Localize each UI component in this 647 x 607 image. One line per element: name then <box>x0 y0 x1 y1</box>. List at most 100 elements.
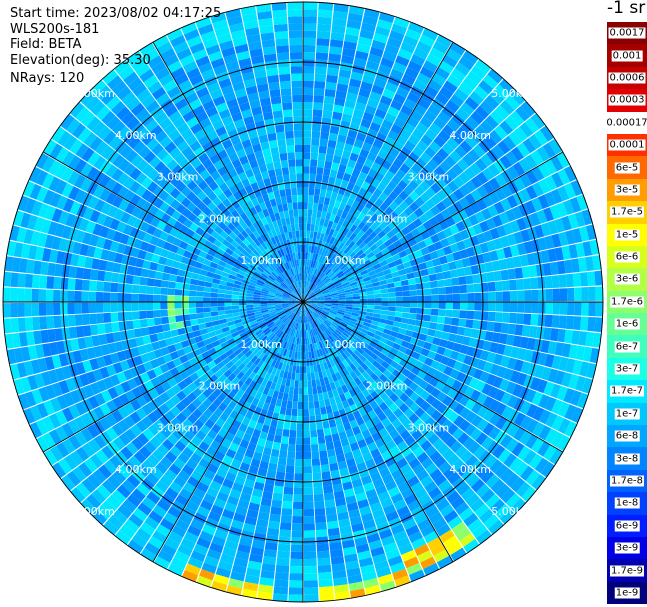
range-gate-cell <box>156 332 165 341</box>
range-gate-cell <box>285 309 292 315</box>
range-gate-cell <box>372 247 381 256</box>
range-gate-cell <box>247 129 258 139</box>
range-gate-cell <box>107 250 117 262</box>
range-gate-cell <box>334 248 341 256</box>
range-gate-cell <box>470 428 483 441</box>
range-gate-cell <box>264 542 278 551</box>
range-gate-cell <box>48 160 62 176</box>
range-gate-cell <box>316 342 321 350</box>
range-gate-cell <box>330 309 338 313</box>
range-gate-cell <box>309 304 317 309</box>
range-gate-cell <box>40 219 52 234</box>
range-gate-cell <box>493 270 502 282</box>
range-gate-cell <box>384 324 393 331</box>
range-gate-cell <box>232 312 241 317</box>
range-gate-cell <box>258 164 268 173</box>
range-gate-cell <box>384 43 400 55</box>
range-gate-cell <box>303 508 315 517</box>
range-gate-cell <box>221 438 232 449</box>
range-gate-cell <box>551 415 564 431</box>
range-gate-cell <box>318 9 333 18</box>
range-gate-cell <box>282 294 290 298</box>
range-gate-cell <box>291 245 295 254</box>
range-gate-cell <box>271 284 279 289</box>
range-gate-cell <box>81 302 89 314</box>
range-gate-cell <box>373 309 382 314</box>
range-gate-cell <box>361 371 370 380</box>
range-gate-cell <box>225 348 234 357</box>
range-gate-cell <box>190 470 203 482</box>
range-gate-cell <box>279 265 285 272</box>
range-gate-cell <box>314 269 320 277</box>
range-gate-cell <box>422 220 433 231</box>
range-gate-cell <box>280 160 289 168</box>
range-gate-cell <box>246 152 257 162</box>
range-gate-cell <box>183 531 199 544</box>
range-gate-cell <box>322 420 330 429</box>
range-gate-cell <box>336 313 344 318</box>
range-gate-cell <box>206 326 215 333</box>
range-gate-cell <box>246 34 261 44</box>
range-gate-cell <box>295 252 299 260</box>
range-gate-cell <box>204 175 215 186</box>
range-gate-cell <box>330 263 337 270</box>
range-gate-cell <box>388 164 400 175</box>
range-gate-cell <box>369 400 379 410</box>
range-gate-cell <box>254 311 262 315</box>
range-gate-cell <box>323 427 332 436</box>
range-gate-cell <box>492 376 504 389</box>
range-gate-cell <box>156 499 171 512</box>
range-gate-cell <box>374 251 384 259</box>
range-gate-cell <box>485 493 500 509</box>
range-gate-cell <box>473 283 482 293</box>
range-gate-cell <box>254 391 263 400</box>
range-gate-cell <box>49 445 64 462</box>
range-gate-cell <box>303 152 311 160</box>
range-gate-cell <box>303 523 315 531</box>
range-gate-cell <box>269 289 277 294</box>
range-gate-cell <box>294 380 299 388</box>
range-gate-cell <box>323 321 330 328</box>
range-gate-cell <box>400 279 409 286</box>
range-gate-cell <box>199 373 209 383</box>
range-gate-cell <box>467 302 475 311</box>
range-gate-cell <box>53 276 62 290</box>
range-gate-cell <box>414 543 430 557</box>
range-gate-cell <box>272 327 280 334</box>
range-gate-cell <box>79 243 89 256</box>
range-gate-cell <box>212 216 222 226</box>
range-gate-cell <box>107 75 123 90</box>
range-gate-cell <box>400 104 413 116</box>
range-gate-cell <box>395 244 405 253</box>
range-gate-cell <box>346 248 354 257</box>
range-gate-cell <box>172 428 184 440</box>
range-gate-cell <box>415 122 429 134</box>
range-gate-cell <box>192 49 208 61</box>
range-gate-cell <box>68 326 78 339</box>
range-gate-cell <box>93 184 105 199</box>
range-gate-cell <box>262 402 270 411</box>
range-gate-cell <box>150 216 161 228</box>
range-gate-cell <box>288 587 303 595</box>
range-gate-cell <box>352 293 360 297</box>
range-gate-cell <box>101 499 117 515</box>
range-gate-cell <box>91 258 101 270</box>
range-gate-cell <box>68 186 80 201</box>
range-gate-cell <box>358 344 367 352</box>
range-gate-cell <box>385 548 401 560</box>
range-gate-cell <box>293 358 297 366</box>
range-gate-cell <box>290 253 294 261</box>
range-gate-cell <box>300 309 303 317</box>
range-gate-cell <box>481 383 493 396</box>
range-gate-cell <box>319 233 325 241</box>
range-gate-cell <box>51 236 62 250</box>
range-gate-cell <box>289 297 297 301</box>
range-gate-cell <box>153 302 161 310</box>
range-gate-cell <box>334 380 341 389</box>
range-gate-cell <box>408 313 417 320</box>
range-gate-cell <box>287 253 292 262</box>
range-gate-cell <box>249 333 257 340</box>
range-gate-cell <box>483 514 499 529</box>
range-gate-cell <box>308 315 312 322</box>
range-gate-cell <box>35 170 48 186</box>
